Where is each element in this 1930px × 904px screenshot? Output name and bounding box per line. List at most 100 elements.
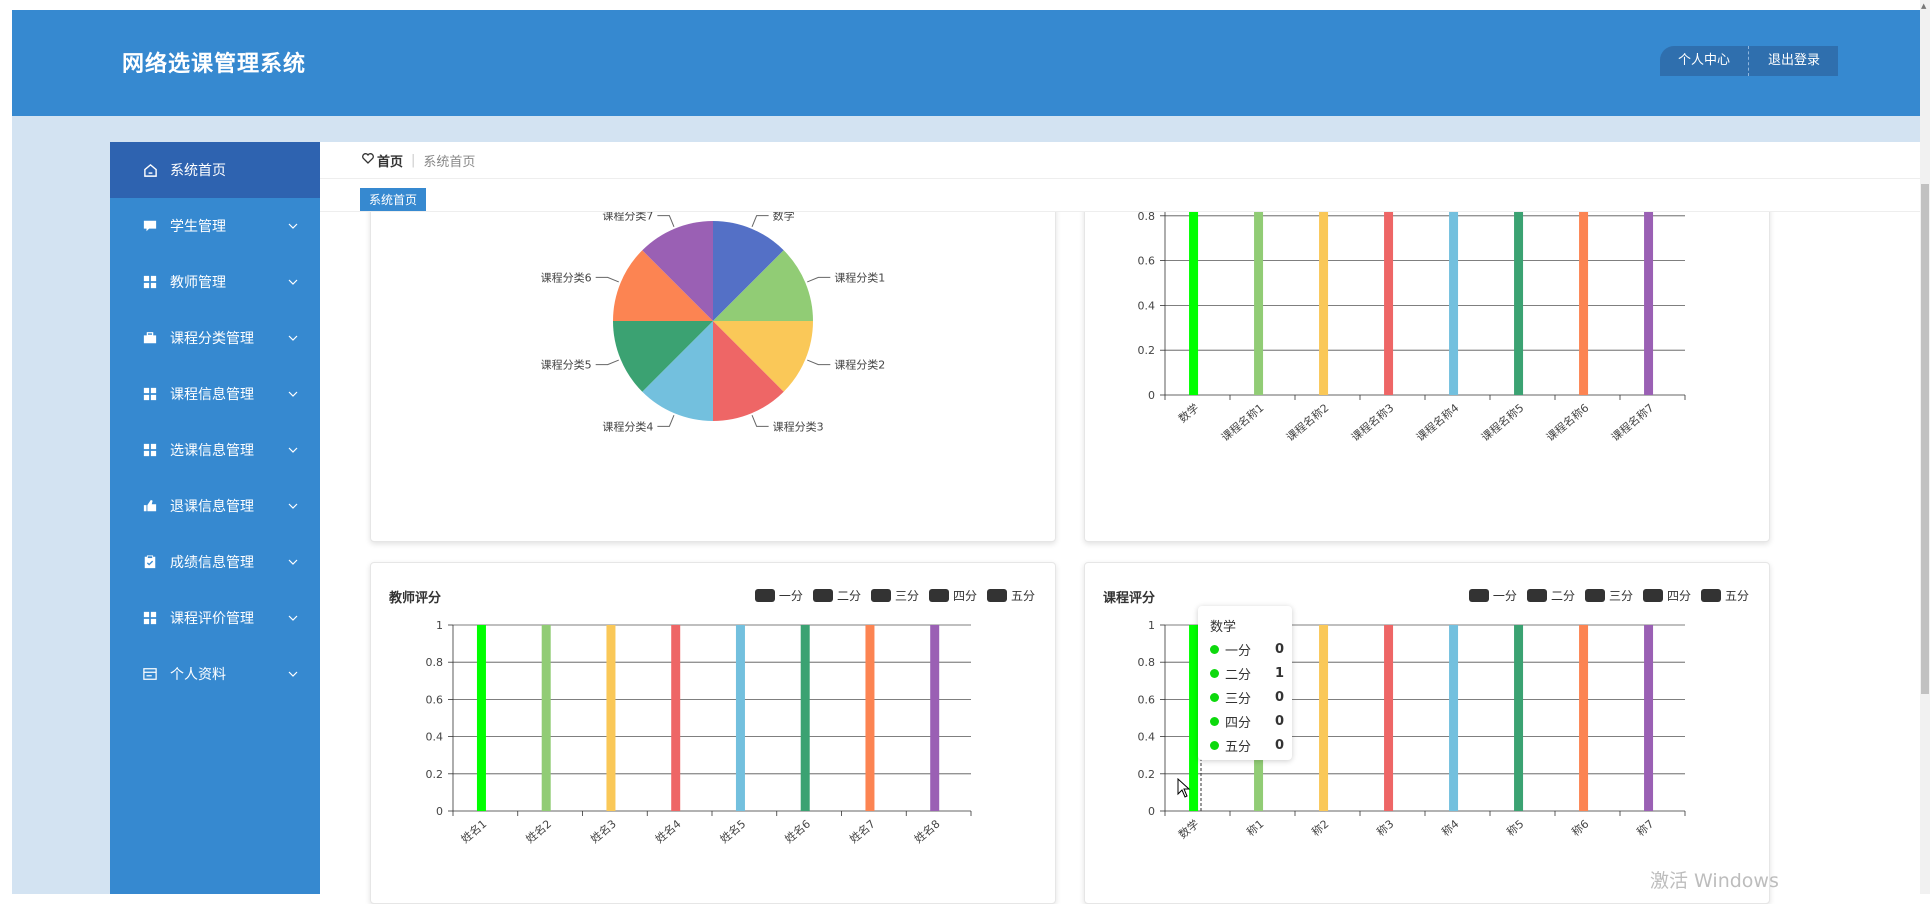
legend-swatch bbox=[1700, 589, 1721, 602]
bar[interactable] bbox=[1514, 625, 1524, 811]
legend-item[interactable]: 二分 bbox=[812, 587, 861, 604]
y-tick-label: 1 bbox=[1148, 619, 1155, 632]
chart-tooltip: 数学 一分 0 二分 1 三分 0 四分 0 五分 0 bbox=[1198, 606, 1292, 760]
pie-label-line bbox=[657, 415, 675, 427]
bar[interactable] bbox=[1384, 625, 1394, 811]
sidebar-item-course-info[interactable]: 课程信息管理 bbox=[110, 366, 320, 422]
x-tick-label: 姓名4 bbox=[652, 817, 683, 846]
pie-label: 课程分类2 bbox=[834, 358, 885, 372]
sidebar-item-home[interactable]: 系统首页 bbox=[110, 142, 320, 198]
legend-label: 二分 bbox=[836, 589, 861, 603]
legend-swatch bbox=[1468, 589, 1489, 602]
bar[interactable] bbox=[671, 625, 681, 811]
header-separator bbox=[1747, 46, 1750, 76]
sidebar-item-student[interactable]: 学生管理 bbox=[110, 198, 320, 254]
grid-icon bbox=[142, 386, 158, 402]
x-tick-label: 课程名称3 bbox=[1348, 401, 1396, 445]
sidebar-item-label: 选课信息管理 bbox=[170, 443, 254, 459]
pie-slice[interactable] bbox=[713, 321, 784, 421]
vertical-scrollbar[interactable]: ▲ bbox=[1920, 0, 1930, 894]
pie-slice[interactable] bbox=[613, 321, 713, 392]
teacher-rating-panel: 教师评分 一分 二分 三分 四分 五分 0 0.2 0.4 0.6 0.8 1 姓名1 姓名2… bbox=[370, 562, 1056, 904]
bar[interactable] bbox=[1189, 171, 1199, 395]
bar[interactable] bbox=[1644, 625, 1654, 811]
tooltip-label: 一分 bbox=[1225, 644, 1252, 659]
y-tick-label: 0.4 bbox=[1138, 731, 1156, 744]
sidebar-item-drop-info[interactable]: 退课信息管理 bbox=[110, 478, 320, 534]
pie-slice[interactable] bbox=[713, 321, 813, 392]
user-center-button[interactable]: 个人中心 bbox=[1677, 53, 1730, 68]
legend-swatch bbox=[1642, 589, 1663, 602]
bar[interactable] bbox=[541, 625, 551, 811]
course-bar-panel: 00.20.40.60.81数学课程名称1课程名称2课程名称3课程名称4课程名称… bbox=[1084, 162, 1770, 542]
logout-button[interactable]: 退出登录 bbox=[1767, 53, 1820, 68]
sidebar-item-profile[interactable]: 个人资料 bbox=[110, 646, 320, 702]
chevron-down-icon bbox=[288, 330, 298, 346]
y-tick-label: 0.2 bbox=[426, 768, 444, 781]
briefcase-icon bbox=[142, 330, 158, 346]
series-dot bbox=[1210, 645, 1219, 654]
teacher-rating-chart: 0 0.2 0.4 0.6 0.8 1 姓名1 姓名2 姓名3 姓名4 姓名5 姓名6 姓名7 姓名8 bbox=[426, 619, 972, 846]
legend-item[interactable]: 四分 bbox=[928, 587, 977, 604]
pie-slice[interactable] bbox=[713, 221, 784, 321]
legend-label: 三分 bbox=[894, 589, 919, 603]
bar[interactable] bbox=[1319, 625, 1329, 811]
bar[interactable] bbox=[735, 625, 745, 811]
sidebar-item-course-review[interactable]: 课程评价管理 bbox=[110, 590, 320, 646]
breadcrumb-home[interactable]: 首页 bbox=[362, 151, 403, 170]
sidebar-item-label: 课程信息管理 bbox=[170, 387, 254, 403]
bar[interactable] bbox=[606, 625, 616, 811]
pie-slice[interactable] bbox=[613, 250, 713, 321]
y-tick-label: 0 bbox=[1148, 389, 1155, 402]
series-dot bbox=[1210, 717, 1219, 726]
bar[interactable] bbox=[476, 625, 486, 811]
bar[interactable] bbox=[1449, 171, 1459, 395]
thumb-icon bbox=[142, 498, 158, 514]
legend-item[interactable]: 五分 bbox=[986, 587, 1035, 604]
tab-home[interactable]: 系统首页 bbox=[360, 188, 427, 211]
bar[interactable] bbox=[930, 625, 940, 811]
bar[interactable] bbox=[800, 625, 810, 811]
chevron-down-icon bbox=[288, 554, 298, 570]
legend-swatch bbox=[1526, 589, 1547, 602]
scrollbar-thumb[interactable] bbox=[1921, 184, 1929, 694]
sidebar-item-label: 学生管理 bbox=[170, 219, 226, 235]
bar[interactable] bbox=[1384, 171, 1394, 395]
sidebar-item-course-category[interactable]: 课程分类管理 bbox=[110, 310, 320, 366]
bar[interactable] bbox=[1254, 171, 1264, 395]
sidebar-item-teacher[interactable]: 教师管理 bbox=[110, 254, 320, 310]
pie-label-line bbox=[807, 276, 831, 283]
pie-slice[interactable] bbox=[642, 321, 713, 421]
legend-item[interactable]: 一分 bbox=[1468, 587, 1517, 604]
pie-label: 课程分类1 bbox=[834, 270, 885, 284]
sidebar-item-grade-info[interactable]: 成绩信息管理 bbox=[110, 534, 320, 590]
bar[interactable] bbox=[1319, 171, 1329, 395]
sidebar-item-enroll-info[interactable]: 选课信息管理 bbox=[110, 422, 320, 478]
tooltip-label: 五分 bbox=[1225, 740, 1252, 755]
bar[interactable] bbox=[1189, 625, 1199, 811]
grid-icon bbox=[142, 442, 158, 458]
bar[interactable] bbox=[1644, 171, 1654, 395]
grid-icon bbox=[142, 274, 158, 290]
legend-item[interactable]: 五分 bbox=[1700, 587, 1749, 604]
sidebar-item-label: 成绩信息管理 bbox=[170, 555, 254, 571]
legend-item[interactable]: 三分 bbox=[870, 587, 919, 604]
bar[interactable] bbox=[1514, 171, 1524, 395]
bar[interactable] bbox=[1579, 171, 1589, 395]
scroll-up-icon[interactable]: ▲ bbox=[1921, 2, 1927, 10]
pie-label-line bbox=[657, 215, 675, 227]
pie-slice[interactable] bbox=[642, 221, 713, 321]
y-tick-label: 0.8 bbox=[1138, 656, 1156, 669]
bar[interactable] bbox=[1579, 625, 1589, 811]
pie-slice[interactable] bbox=[713, 250, 813, 321]
legend-item[interactable]: 三分 bbox=[1584, 587, 1633, 604]
y-tick-label: 1 bbox=[436, 619, 443, 632]
bar[interactable] bbox=[1449, 625, 1459, 811]
bar[interactable] bbox=[865, 625, 875, 811]
y-tick-label: 0.2 bbox=[1138, 344, 1156, 357]
legend-item[interactable]: 四分 bbox=[1642, 587, 1691, 604]
legend-label: 一分 bbox=[778, 589, 803, 603]
legend-item[interactable]: 二分 bbox=[1526, 587, 1575, 604]
heart-icon bbox=[362, 152, 374, 168]
legend-item[interactable]: 一分 bbox=[754, 587, 803, 604]
